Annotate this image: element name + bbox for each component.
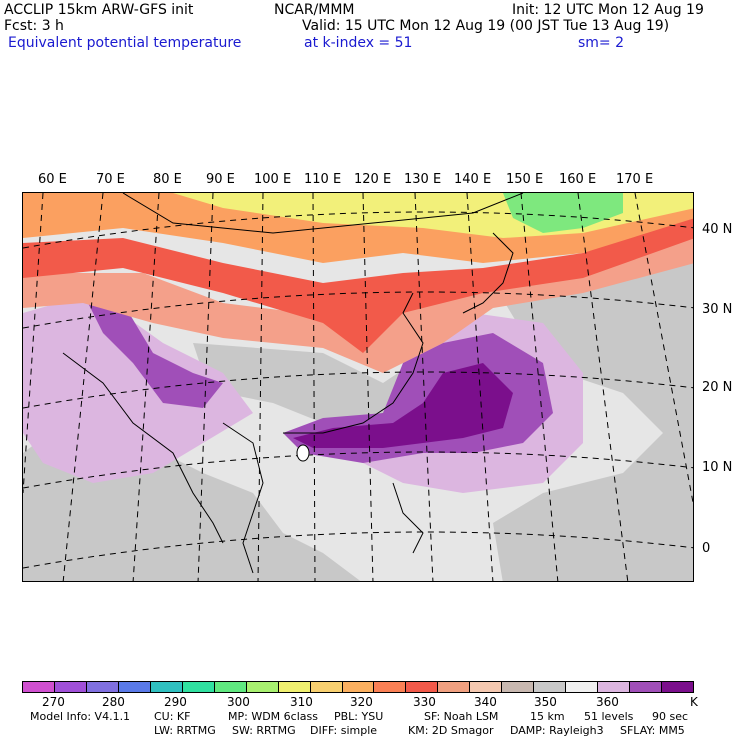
colorbar-tick-350: 350 [534, 695, 557, 709]
cumulus-scheme: CU: KF [154, 710, 191, 723]
colorbar-swatch-11 [374, 682, 407, 692]
lon-label-130e: 130 E [404, 172, 442, 187]
colorbar-swatch-8 [278, 682, 311, 692]
colorbar-swatch-15 [502, 682, 535, 692]
model-title: ACCLIP 15km ARW-GFS init [4, 2, 194, 18]
longwave-scheme: LW: RRTMG [154, 724, 216, 737]
field-name: Equivalent potential temperature [8, 35, 242, 51]
init-time: Init: 12 UTC Mon 12 Aug 19 [512, 2, 704, 18]
smoothing: sm= 2 [578, 35, 625, 51]
lon-label-140e: 140 E [454, 172, 492, 187]
colorbar-swatch-18 [598, 682, 631, 692]
colorbar-swatch-1 [54, 682, 87, 692]
lon-label-150e: 150 E [506, 172, 544, 187]
colorbar-swatch-13 [438, 682, 471, 692]
colorbar [22, 681, 694, 693]
map-panel [22, 192, 694, 582]
level-index: at k-index = 51 [304, 35, 413, 51]
purple-region-indogangetic [83, 293, 223, 408]
green-patch [503, 193, 623, 233]
lat-label-30n: 30 N [702, 302, 733, 317]
colorbar-swatch-14 [470, 682, 503, 692]
lon-label-120e: 120 E [354, 172, 392, 187]
coast-philippines [392, 482, 424, 554]
eddy-coefficient: KM: 2D Smagor [408, 724, 494, 737]
shortwave-scheme: SW: RRTMG [232, 724, 296, 737]
lon-label-70e: 70 E [96, 172, 125, 187]
pbl-scheme: PBL: YSU [334, 710, 384, 723]
colorbar-tick-290: 290 [164, 695, 187, 709]
border-mongolia [122, 193, 524, 234]
colorbar-swatch-4 [150, 682, 183, 692]
colorbar-swatch-10 [342, 682, 375, 692]
resolution: 15 km [530, 710, 565, 723]
theta-e-map [23, 193, 693, 581]
coast-indochina [222, 422, 264, 574]
colorbar-unit: K [690, 695, 698, 709]
coast-japan [462, 232, 514, 314]
damping-option: DAMP: Rayleigh3 [510, 724, 604, 737]
timestep: 90 sec [652, 710, 689, 723]
coast-india [62, 352, 224, 544]
colorbar-tick-280: 280 [102, 695, 125, 709]
lon-label-170e: 170 E [616, 172, 654, 187]
coast-china [283, 292, 424, 434]
surface-layer-scheme: SFLAY: MM5 [620, 724, 685, 737]
lat-label-0: 0 [702, 541, 711, 556]
lon-label-160e: 160 E [559, 172, 597, 187]
model-version: Model Info: V4.1.1 [30, 710, 131, 723]
colorbar-tick-360: 360 [596, 695, 619, 709]
lat-label-40n: 40 N [702, 222, 733, 237]
colorbar-swatch-12 [406, 682, 439, 692]
coastlines [62, 193, 524, 574]
colorbar-swatch-7 [246, 682, 279, 692]
colorbar-tick-310: 310 [290, 695, 313, 709]
colorbar-swatch-5 [182, 682, 215, 692]
island-hainan [296, 444, 310, 462]
colorbar-tick-320: 320 [350, 695, 373, 709]
colorbar-tick-300: 300 [227, 695, 250, 709]
red-band [23, 213, 693, 353]
colorbar-tick-270: 270 [42, 695, 65, 709]
colorbar-swatch-20 [662, 682, 694, 692]
colorbar-swatch-19 [630, 682, 663, 692]
diffusion-option: DIFF: simple [310, 724, 378, 737]
colorbar-tick-340: 340 [474, 695, 497, 709]
lon-label-90e: 90 E [206, 172, 235, 187]
lon-label-110e: 110 E [304, 172, 342, 187]
surface-scheme: SF: Noah LSM [424, 710, 499, 723]
colorbar-tick-330: 330 [413, 695, 436, 709]
lon-label-60e: 60 E [38, 172, 67, 187]
colorbar-swatch-0 [23, 682, 55, 692]
colorbar-swatch-6 [214, 682, 247, 692]
vertical-levels: 51 levels [584, 710, 634, 723]
colorbar-swatch-17 [566, 682, 599, 692]
lat-label-20n: 20 N [702, 380, 733, 395]
colorbar-swatch-3 [118, 682, 151, 692]
lon-label-100e: 100 E [254, 172, 292, 187]
institution: NCAR/MMM [274, 2, 355, 18]
lavender-region-india [23, 293, 253, 483]
colorbar-swatch-2 [86, 682, 119, 692]
lat-label-10n: 10 N [702, 460, 733, 475]
lon-label-80e: 80 E [153, 172, 182, 187]
colorbar-swatch-9 [310, 682, 343, 692]
colorbar-swatch-16 [534, 682, 567, 692]
forecast-hour: Fcst: 3 h [4, 18, 64, 34]
valid-time: Valid: 15 UTC Mon 12 Aug 19 (00 JST Tue … [302, 18, 670, 34]
microphysics-scheme: MP: WDM 6class [228, 710, 318, 723]
